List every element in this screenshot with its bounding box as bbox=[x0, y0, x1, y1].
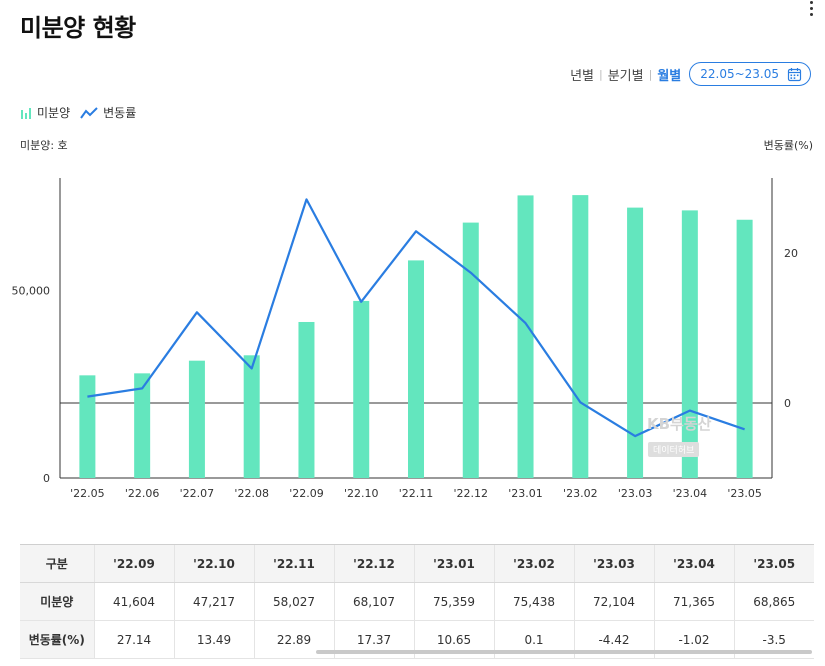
data-table: 구분 '22.09 '22.10 '22.11 '22.12 '23.01 '2… bbox=[20, 544, 814, 659]
x-tick-label: '22.11 bbox=[399, 487, 434, 500]
period-quarterly[interactable]: 분기별 bbox=[607, 68, 644, 84]
table-cell: 58,027 bbox=[253, 582, 334, 621]
table-cell: 41,604 bbox=[93, 582, 174, 621]
table-header-label: 구분 bbox=[20, 544, 94, 583]
bar-22.06 bbox=[134, 373, 151, 478]
table-column-header: '22.12 bbox=[333, 544, 414, 583]
date-range-picker[interactable]: 22.05~23.05 bbox=[689, 62, 811, 86]
legend-bar-label: 미분양 bbox=[37, 106, 71, 120]
table-column-header: '22.11 bbox=[253, 544, 334, 583]
bar-23.05 bbox=[736, 219, 753, 478]
table-column-header: '23.03 bbox=[573, 544, 654, 583]
table-cell: 13.49 bbox=[173, 620, 254, 659]
legend-line-label: 변동률 bbox=[103, 106, 137, 120]
date-range-text: 22.05~23.05 bbox=[700, 67, 779, 81]
calendar-icon bbox=[787, 67, 802, 81]
table-column-header: '23.01 bbox=[413, 544, 494, 583]
table-column-header: '22.10 bbox=[173, 544, 254, 583]
row-label: 미분양 bbox=[20, 582, 94, 621]
bar-23.02 bbox=[572, 195, 589, 479]
right-axis-caption: 변동률(%) bbox=[763, 139, 813, 152]
x-tick-label: '22.08 bbox=[234, 487, 269, 500]
left-axis-caption: 미분양: 호 bbox=[20, 139, 68, 152]
bar-22.10 bbox=[353, 300, 370, 478]
table-cell: 75,359 bbox=[413, 582, 494, 621]
bar-23.04 bbox=[681, 210, 698, 478]
bar-22.09 bbox=[298, 321, 315, 478]
line-chart-icon bbox=[80, 106, 98, 119]
x-tick-label: '23.02 bbox=[563, 487, 598, 500]
x-tick-label: '23.04 bbox=[673, 487, 708, 500]
watermark-logo: KB부동산 bbox=[647, 415, 712, 433]
table-column-header: '22.09 bbox=[93, 544, 174, 583]
y-right-tick-label: 20 bbox=[784, 247, 798, 260]
row-label: 변동률(%) bbox=[20, 620, 94, 659]
separator: | bbox=[648, 67, 653, 81]
more-options-icon[interactable] bbox=[805, 0, 817, 20]
x-tick-label: '22.12 bbox=[454, 487, 489, 500]
combo-chart: '22.05 '22.06 '22.07 '22.08 '22.09 '22.10 '22.… bbox=[12, 178, 798, 500]
table-column-header: '23.02 bbox=[493, 544, 574, 583]
x-tick-label: '22.05 bbox=[70, 487, 105, 500]
rate-line bbox=[87, 198, 745, 438]
y-left-tick-label: 50,000 bbox=[12, 285, 51, 298]
table-column-header: '23.04 bbox=[653, 544, 734, 583]
table-row: 미분양 41,604 47,217 58,027 68,107 75,359 7… bbox=[20, 582, 814, 621]
x-tick-label: '22.10 bbox=[344, 487, 379, 500]
separator: | bbox=[598, 67, 603, 81]
bar-22.07 bbox=[188, 360, 205, 478]
bar-22.12 bbox=[462, 222, 479, 478]
x-tick-label: '23.01 bbox=[508, 487, 543, 500]
x-tick-label: '23.03 bbox=[618, 487, 653, 500]
period-monthly[interactable]: 월별 bbox=[657, 68, 682, 84]
page-title: 미분양 현황 bbox=[20, 14, 136, 42]
table-horizontal-scrollbar[interactable] bbox=[316, 650, 812, 654]
x-tick-label: '22.09 bbox=[289, 487, 324, 500]
table-cell: 47,217 bbox=[173, 582, 254, 621]
period-selector: 년별 | 분기별 | 월별 22.05~23.05 bbox=[570, 62, 811, 86]
x-tick-label: '22.06 bbox=[125, 487, 160, 500]
table-cell: 68,107 bbox=[333, 582, 414, 621]
table-cell: 71,365 bbox=[653, 582, 734, 621]
y-left-tick-label: 0 bbox=[43, 472, 50, 485]
table-cell: 72,104 bbox=[573, 582, 654, 621]
table-cell: 75,438 bbox=[493, 582, 574, 621]
x-tick-label: '22.07 bbox=[180, 487, 215, 500]
bar-22.08 bbox=[243, 355, 260, 478]
y-right-tick-label: 0 bbox=[784, 397, 791, 410]
bar-23.01 bbox=[517, 195, 534, 478]
bar-22.05 bbox=[79, 375, 96, 478]
legend-item-bar[interactable]: 미분양 bbox=[20, 104, 70, 121]
legend-item-line[interactable]: 변동률 bbox=[80, 104, 136, 121]
table-cell: 68,865 bbox=[733, 582, 814, 621]
period-yearly[interactable]: 년별 bbox=[570, 68, 594, 84]
bar-22.11 bbox=[408, 260, 424, 478]
bar-chart-icon bbox=[21, 107, 31, 119]
watermark-sub: 데이터허브 bbox=[648, 442, 700, 457]
table-header-row: 구분 '22.09 '22.10 '22.11 '22.12 '23.01 '2… bbox=[20, 544, 814, 583]
x-tick-label: '23.05 bbox=[727, 487, 762, 500]
table-cell: 27.14 bbox=[93, 620, 174, 659]
table-column-header: '23.05 bbox=[733, 544, 814, 583]
chart-legend: 미분양 변동률 bbox=[20, 104, 146, 121]
bar-23.03 bbox=[627, 207, 644, 479]
